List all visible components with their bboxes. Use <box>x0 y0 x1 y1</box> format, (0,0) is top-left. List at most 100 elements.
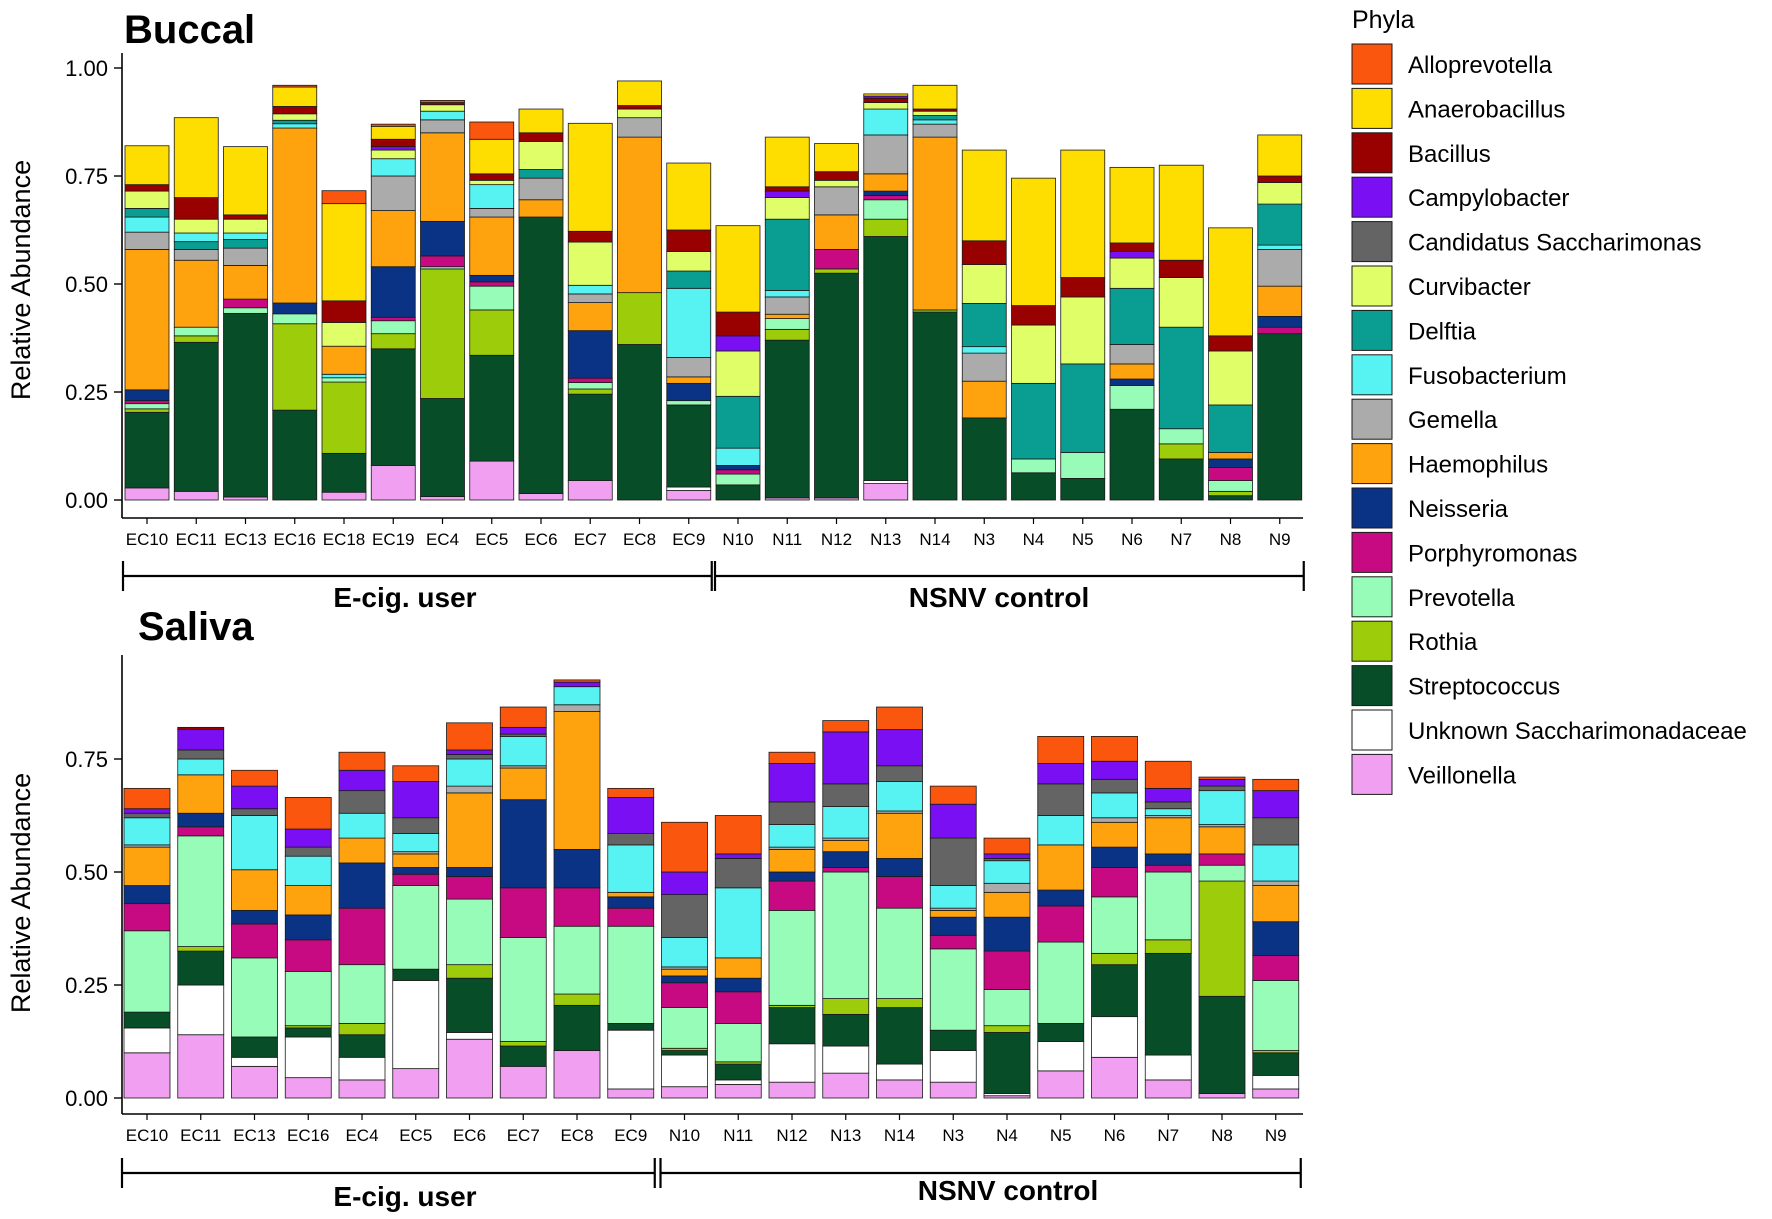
bar-segment-haemophilus <box>420 132 465 222</box>
bar-ec11 <box>177 726 225 1099</box>
bar-segment-curvibacter <box>863 102 909 110</box>
bar-segment-bacillus <box>469 173 515 181</box>
bar-segment-anaerobacillus <box>518 108 564 134</box>
bar-segment-haemophilus <box>983 891 1031 918</box>
bar-segment-campylobacter <box>1198 778 1246 787</box>
bar-segment-campylobacter <box>1144 787 1192 803</box>
x-tick-label: EC10 <box>126 530 169 549</box>
bar-segment-fusobacterium <box>124 216 170 233</box>
bar-segment-prevotella <box>469 285 515 311</box>
x-tick-label: N5 <box>1050 1126 1072 1145</box>
bar-segment-gemella <box>469 207 515 218</box>
bar-segment-prevotella <box>123 930 171 1013</box>
x-tick-label: EC13 <box>233 1126 276 1145</box>
x-tick-label: EC4 <box>345 1126 378 1145</box>
legend-label: Anaerobacillus <box>1408 96 1565 123</box>
bar-segment-unknown-saccharimonadaceae <box>661 1054 708 1088</box>
bar-segment-streptococcus <box>173 341 219 492</box>
bar-segment-prevotella <box>1144 871 1192 941</box>
bar-segment-rothia <box>469 309 515 356</box>
bar-segment-alloprevotella <box>338 751 386 771</box>
bar-segment-porphyromonas <box>983 950 1031 990</box>
bar-segment-neisseria <box>420 220 465 257</box>
legend-swatch <box>1351 620 1393 662</box>
bar-segment-rothia <box>1198 880 1246 997</box>
bar-segment-gemella <box>863 134 909 175</box>
x-tick-label: EC7 <box>574 530 607 549</box>
bar-segment-haemophilus <box>177 774 225 814</box>
bar-segment-fusobacterium <box>223 232 268 240</box>
legend-swatch <box>1351 354 1393 396</box>
bar-segment-porphyromonas <box>231 923 278 959</box>
bar-segment-prevotella <box>223 307 268 314</box>
bar-segment-porphyromonas <box>1037 905 1085 943</box>
legend-label: Unknown Saccharimonadaceae <box>1408 718 1747 745</box>
bar-segment-anaerobacillus <box>1060 149 1106 278</box>
bar-segment-curvibacter <box>814 179 859 188</box>
bar-segment-fusobacterium <box>715 447 761 466</box>
group-label-ecig: E-cig. user <box>333 582 476 613</box>
x-tick-label: EC16 <box>287 1126 330 1145</box>
bar-n6 <box>1091 736 1138 1099</box>
bar-ec5 <box>469 121 515 501</box>
y-tick-label: 0.75 <box>65 164 108 189</box>
bar-segment-porphyromonas <box>392 873 440 886</box>
bar-segment-streptococcus <box>1208 495 1253 501</box>
bar-segment-veillonella <box>370 465 416 501</box>
bar-segment-streptococcus <box>553 1004 601 1051</box>
bar-segment-porphyromonas <box>661 982 708 1008</box>
bar-segment-campylobacter <box>768 763 816 803</box>
bar-ec6 <box>518 108 564 501</box>
bar-segment-veillonella <box>392 1068 440 1099</box>
bar-segment-alloprevotella <box>1037 736 1085 764</box>
legend-label: Prevotella <box>1408 585 1515 612</box>
bar-segment-alloprevotella <box>553 679 601 683</box>
bar-segment-porphyromonas <box>715 469 761 475</box>
legend-label: Rothia <box>1408 629 1478 656</box>
bar-segment-fusobacterium <box>338 812 386 839</box>
legend-item-bacillus: Bacillus <box>1351 132 1491 174</box>
bar-segment-bacillus <box>1109 242 1155 253</box>
x-tick-label: EC5 <box>399 1126 432 1145</box>
x-tick-label: EC11 <box>180 1126 221 1145</box>
bar-segment-prevotella <box>1091 896 1138 954</box>
legend-label: Campylobacter <box>1408 185 1569 212</box>
bar-segment-fusobacterium <box>768 824 816 848</box>
bar-segment-veillonella <box>469 460 515 501</box>
bar-segment-streptococcus <box>714 1063 762 1081</box>
bar-segment-fusobacterium <box>863 108 909 136</box>
bar-segment-streptococcus <box>1091 964 1138 1018</box>
bar-segment-alloprevotella <box>661 821 708 873</box>
bar-segment-haemophilus <box>814 214 859 250</box>
bar-segment-haemophilus <box>123 846 171 886</box>
bar-segment-rothia <box>617 292 662 345</box>
bar-segment-streptococcus <box>1037 1023 1085 1042</box>
bar-segment-fusobacterium <box>876 781 923 812</box>
bar-segment-bacillus <box>1158 259 1204 278</box>
bar-segment-curvibacter <box>469 179 515 186</box>
group-bracket-e-cig-user <box>121 561 713 591</box>
bar-segment-neisseria <box>607 896 655 909</box>
bar-ec13 <box>223 146 268 501</box>
bar-n10 <box>715 225 761 501</box>
bar-segment-alloprevotella <box>1144 760 1192 789</box>
legend-label: Gemella <box>1408 407 1498 434</box>
bar-segment-prevotella <box>1011 458 1056 474</box>
bar-segment-unknown-saccharimonadaceae <box>666 486 712 491</box>
bar-segment-neisseria <box>863 190 909 196</box>
legend-swatch <box>1351 221 1393 263</box>
bar-segment-haemophilus <box>929 910 977 918</box>
bar-segment-alloprevotella <box>446 722 493 751</box>
bar-segment-delftia <box>1011 382 1056 460</box>
bar-segment-neisseria <box>1252 921 1300 957</box>
bar-segment-fusobacterium <box>822 806 870 839</box>
bar-segment-anaerobacillus <box>764 136 810 188</box>
bar-segment-alloprevotella <box>420 100 465 103</box>
bar-ec13 <box>231 769 278 1099</box>
bar-segment-alloprevotella <box>284 797 332 830</box>
bar-segment-campylobacter <box>764 190 810 198</box>
group-label-ecig: E-cig. user <box>333 1181 476 1212</box>
bar-segment-alloprevotella <box>876 706 923 731</box>
bar-segment-prevotella <box>666 400 712 406</box>
bar-segment-gemella <box>1252 880 1300 886</box>
